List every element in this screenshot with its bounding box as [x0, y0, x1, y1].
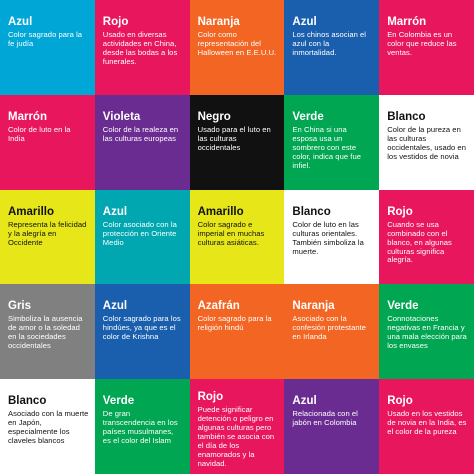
- color-cell: Blanco Color de luto en las culturas orie…: [284, 189, 380, 285]
- color-cell: Naranja Asociado con la confesión protest…: [284, 284, 380, 380]
- color-name: Verde: [102, 395, 135, 408]
- color-cell: Rojo Usado en diversas actividades en Chi…: [94, 0, 190, 95]
- color-name: Marrón: [387, 16, 427, 28]
- color-cell: Azul Color sagrado para los hindúes, ya q…: [94, 284, 190, 380]
- color-name: Azul: [292, 395, 317, 408]
- color-cell: Blanco Color de la pureza en las culturas…: [379, 94, 474, 190]
- color-name: Azul: [292, 16, 317, 28]
- color-name: Verde: [292, 110, 324, 123]
- color-name: Amarillo: [8, 205, 55, 218]
- color-cell: Azul Relacionada con el jabón en Colombia: [284, 379, 380, 474]
- color-name: Naranja: [292, 300, 335, 313]
- color-meaning: Puede significar detención o peligro en …: [197, 405, 275, 468]
- color-meaning: Color sagrado e imperial en muchas cultu…: [197, 219, 265, 247]
- color-meaning: En China si una esposa usa un sombrero c…: [292, 124, 361, 170]
- color-name: Rojo: [102, 16, 129, 28]
- color-meaning: Simboliza la ausencia de amor o la soled…: [8, 314, 83, 351]
- color-cell: Verde Connotaciones negativas en Francia …: [379, 284, 474, 380]
- color-meaning: Usado para el luto en las culturas occid…: [197, 124, 271, 152]
- color-cell: Rojo Usado en los vestidos de novia en la…: [379, 379, 474, 474]
- color-meaning: Connotaciones negativas en Francia y una…: [387, 314, 467, 351]
- color-cell: Gris Simboliza la ausencia de amor o la s…: [0, 284, 95, 380]
- color-meaning: Color como representación del Halloween …: [197, 30, 277, 57]
- color-meaning: Color sagrado para la fe judía: [8, 30, 83, 49]
- color-name: Rojo: [197, 391, 224, 404]
- color-cell: Verde De gran transcendencia en los paíse…: [94, 379, 190, 474]
- color-cell: Rojo Cuando se usa combinado con el blanc…: [379, 189, 474, 285]
- color-name: Negro: [197, 110, 231, 123]
- color-meaning: Usado en diversas actividades en China, …: [102, 30, 178, 66]
- color-meaning: Color de luto en las culturas orientales…: [292, 219, 364, 256]
- color-meaning: Los chinos asocian el azul con la inmort…: [292, 30, 367, 57]
- color-meaning: Color de la realeza en las culturas euro…: [102, 124, 179, 143]
- color-meaning: Color de la pureza en las culturas occid…: [387, 124, 466, 161]
- color-name: Naranja: [197, 16, 240, 28]
- color-name: Violeta: [102, 110, 141, 123]
- color-cell: Azul Los chinos asocian el azul con la in…: [284, 0, 380, 95]
- color-cell: Marrón Color de luto en la India: [0, 94, 95, 190]
- color-meaning: De gran transcendencia en los países mus…: [102, 409, 178, 446]
- color-cell: Negro Usado para el luto en las culturas …: [189, 94, 285, 190]
- color-name: Rojo: [387, 205, 413, 218]
- color-meaning: Color asociado con la protección en Orie…: [102, 219, 177, 247]
- color-meaning: Color sagrado para la religión hindú: [197, 314, 272, 333]
- color-meaning: Color sagrado para los hindúes, ya que e…: [102, 314, 181, 342]
- color-cell: Rojo Puede significar detención o peligro…: [189, 379, 285, 474]
- color-name: Azul: [8, 16, 33, 28]
- color-name: Verde: [387, 300, 419, 313]
- color-cell: Blanco Asociado con la muerte en Japón, e…: [0, 379, 95, 474]
- color-cell: Azul Color asociado con la protección en …: [94, 189, 190, 285]
- color-cell: Amarillo Color sagrado e imperial en much…: [189, 189, 285, 285]
- color-name: Blanco: [292, 205, 331, 218]
- color-meaning: En Colombia es un color que reduce las v…: [387, 30, 457, 57]
- color-cell: Marrón En Colombia es un color que reduce…: [379, 0, 474, 95]
- color-meaning: Color de luto en la India: [8, 124, 71, 143]
- color-cell: Violeta Color de la realeza en las cultur…: [94, 94, 190, 190]
- color-name: Gris: [8, 300, 32, 313]
- color-meaning: Usado en los vestidos de novia en la Ind…: [387, 409, 467, 437]
- color-name: Azafrán: [197, 300, 240, 313]
- color-name: Blanco: [8, 395, 47, 408]
- color-cell: Amarillo Representa la felicidad y la ale…: [0, 189, 95, 285]
- color-meaning: Relacionada con el jabón en Colombia: [292, 409, 358, 428]
- color-cell: Verde En China si una esposa usa un sombr…: [284, 94, 380, 190]
- color-name: Marrón: [8, 110, 47, 123]
- color-name: Azul: [102, 205, 128, 218]
- color-meaning: Cuando se usa combinado con el blanco, e…: [387, 219, 452, 265]
- color-name: Azul: [102, 300, 128, 313]
- color-cell: Azul Color sagrado para la fe judía: [0, 0, 95, 95]
- color-name: Blanco: [387, 110, 426, 123]
- color-meaning: Representa la felicidad y la alegría en …: [8, 219, 87, 247]
- color-name: Rojo: [387, 395, 413, 408]
- color-meaning: Asociado con la confesión protestante en…: [292, 314, 367, 342]
- color-cell: Naranja Color como representación del Hal…: [189, 0, 285, 95]
- color-cell: Azafrán Color sagrado para la religión hi…: [189, 284, 285, 380]
- color-name: Amarillo: [197, 205, 244, 218]
- color-meaning: Asociado con la muerte en Japón, especia…: [8, 409, 89, 446]
